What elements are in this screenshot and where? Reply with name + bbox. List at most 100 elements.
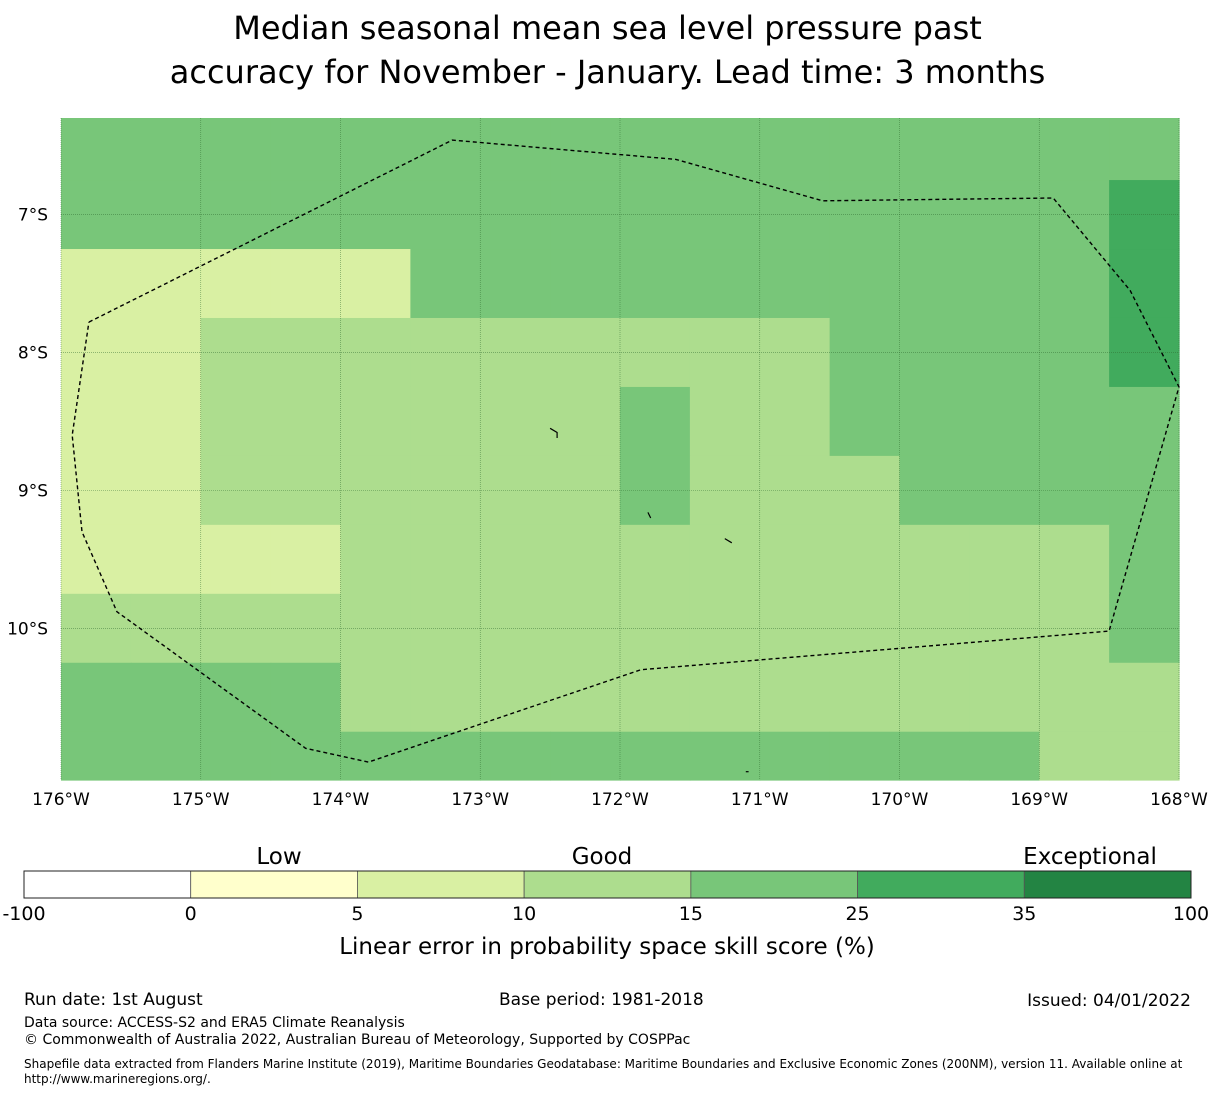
skill-cell [130, 118, 202, 181]
base-period: Base period: 1981-2018 [499, 990, 704, 1010]
skill-cell [620, 524, 691, 595]
skill-cell [899, 249, 970, 319]
issued-date: Issued: 04/01/2022 [1027, 991, 1191, 1011]
skill-cell [550, 118, 621, 181]
skill-cell [550, 317, 621, 388]
skill-cell [340, 524, 411, 595]
skill-cell [61, 731, 132, 781]
latitude-label: 9°S [18, 481, 48, 501]
data-source: Data source: ACCESS-S2 and ERA5 Climate … [24, 1015, 405, 1031]
longitude-label: 171°W [731, 790, 789, 810]
skill-cell [829, 524, 901, 595]
skill-cell [480, 731, 551, 781]
skill-cell [130, 455, 202, 526]
longitude-label: 174°W [312, 790, 370, 810]
skill-cell [829, 386, 901, 457]
skill-cell [1109, 731, 1180, 781]
skill-cell [1109, 524, 1180, 595]
skill-cell [200, 386, 272, 457]
map-title-line-1: Median seasonal mean sea level pressure … [233, 9, 982, 47]
colorbar-tick-label: 100 [1173, 903, 1209, 925]
island-outline [647, 512, 652, 519]
skill-cell [899, 317, 970, 388]
skill-cell [689, 662, 761, 733]
skill-cell [480, 317, 551, 388]
skill-cell [130, 317, 202, 388]
colorbar-ticks: -100 0 5 10 15 25 35 100 [2, 903, 1209, 925]
longitude-label: 175°W [172, 790, 230, 810]
skill-cell [130, 524, 202, 595]
colorbar-category-labels: Low Good Exceptional [256, 844, 1156, 870]
skill-cell [689, 118, 761, 181]
skill-cell [1039, 249, 1110, 319]
colorbar-outline [23, 870, 1192, 899]
graticule [60, 118, 1180, 780]
skill-cell [899, 731, 970, 781]
skill-cell [969, 731, 1040, 781]
skill-cell [270, 455, 342, 526]
colorbar-category-label: Low [256, 844, 301, 870]
skill-cell [759, 249, 831, 319]
skill-cell [1039, 662, 1110, 733]
skill-cell [899, 662, 970, 733]
skill-cell [1039, 118, 1110, 181]
colorbar-box [690, 870, 858, 899]
skill-cell [340, 249, 411, 319]
longitude-labels: 176°W 175°W 174°W 173°W 172°W 171°W 170°W 169°W… [32, 790, 1208, 810]
skill-cell [550, 662, 621, 733]
skill-cell [689, 386, 761, 457]
skill-cell [969, 118, 1040, 181]
skill-cell [759, 118, 831, 181]
map-figure: 176°W 175°W 174°W 173°W 172°W 171°W 170°W 169°W… [7, 118, 1208, 810]
skill-cell [689, 524, 761, 595]
skill-cell [410, 662, 481, 733]
skill-cell [1039, 524, 1110, 595]
skill-cell [480, 455, 551, 526]
skill-cell [550, 249, 621, 319]
colorbar-tick-label: 5 [351, 903, 363, 925]
skill-cell [620, 662, 691, 733]
skill-cell [1109, 118, 1180, 181]
skill-cell [550, 386, 621, 457]
skill-cell [270, 662, 342, 733]
skill-cell [759, 455, 831, 526]
skill-cell [969, 386, 1040, 457]
skill-cell [969, 317, 1040, 388]
skill-cell [61, 386, 132, 457]
islands [549, 427, 749, 773]
skill-cell [620, 118, 691, 181]
latitude-label: 8°S [18, 343, 48, 363]
latitude-label: 10°S [7, 619, 48, 639]
skill-cell [969, 249, 1040, 319]
skill-cell [899, 455, 970, 526]
eez-boundary-line [71, 139, 1180, 763]
copyright: © Commonwealth of Australia 2022, Austra… [24, 1032, 691, 1048]
map-title: Median seasonal mean sea level pressure … [0, 6, 1215, 94]
skill-cell [620, 455, 691, 526]
longitude-label: 176°W [32, 790, 90, 810]
skill-cell [1109, 317, 1180, 388]
skill-cell [759, 731, 831, 781]
colorbar-tick-label: 15 [679, 903, 703, 925]
skill-cell [620, 249, 691, 319]
skill-cell [1039, 455, 1110, 526]
skill-cell [61, 524, 132, 595]
skill-cell [340, 731, 411, 781]
skill-cell [899, 118, 970, 181]
shapefile-credit-line-1: Shapefile data extracted from Flanders M… [24, 1057, 1183, 1071]
skill-cell [340, 455, 411, 526]
island-outline [549, 427, 558, 438]
colorbar-box [357, 870, 525, 899]
skill-cell [829, 455, 901, 526]
skill-cell [200, 118, 272, 181]
longitude-label: 173°W [451, 790, 509, 810]
skill-cell [689, 731, 761, 781]
skill-cell [689, 249, 761, 319]
skill-cell [340, 662, 411, 733]
skill-cell [829, 118, 901, 181]
longitude-label: 170°W [871, 790, 929, 810]
skill-cell [1109, 249, 1180, 319]
skill-cell [480, 118, 551, 181]
island-outline [724, 538, 733, 544]
skill-cell [130, 731, 202, 781]
